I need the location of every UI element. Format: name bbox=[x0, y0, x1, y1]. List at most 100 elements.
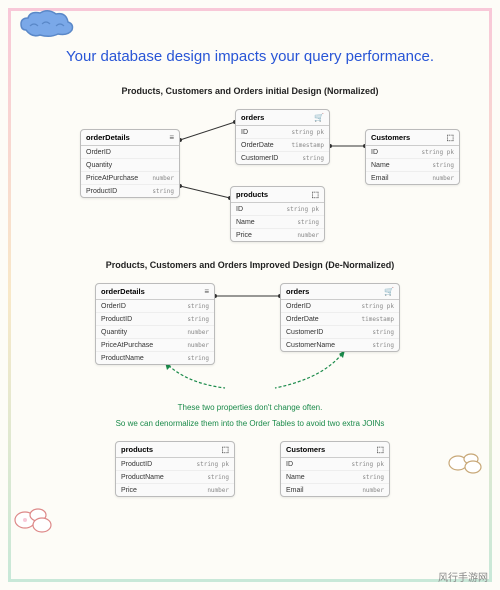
entity-header: orderDetails ≡ bbox=[81, 130, 179, 146]
entity-icon: 🛒 bbox=[314, 113, 324, 122]
note-1: These two properties don't change often. bbox=[25, 402, 475, 414]
field-name: PriceAtPurchase bbox=[86, 175, 138, 182]
entity-field-row: IDstring pk bbox=[366, 146, 459, 159]
field-name: Price bbox=[236, 232, 252, 239]
entity-field-row: ID string pk bbox=[236, 126, 329, 139]
field-type: string pk bbox=[351, 461, 384, 468]
field-name: CustomerName bbox=[286, 342, 335, 349]
field-type: string pk bbox=[291, 129, 324, 136]
entity-header: products ⬚ bbox=[116, 442, 234, 458]
field-type: number bbox=[362, 487, 384, 494]
entity-field-row: PriceAtPurchase number bbox=[81, 172, 179, 185]
entity-name: orderDetails bbox=[101, 287, 145, 296]
entity-icon: ⬚ bbox=[311, 190, 319, 199]
field-name: OrderID bbox=[101, 303, 126, 310]
entity-name: orderDetails bbox=[86, 133, 130, 142]
entity-icon: ⬚ bbox=[221, 445, 229, 454]
entity-icon: ⬚ bbox=[446, 133, 454, 142]
field-type: string bbox=[187, 355, 209, 362]
entity-icon: ⬚ bbox=[376, 445, 384, 454]
entity-orders-2: orders🛒OrderIDstring pkOrderDatetimestam… bbox=[280, 283, 400, 352]
entity-name: products bbox=[121, 445, 153, 454]
entity-field-row: Quantitynumber bbox=[96, 326, 214, 339]
field-type: number bbox=[152, 175, 174, 182]
field-name: OrderID bbox=[286, 303, 311, 310]
entity-header: orderDetails ≡ bbox=[96, 284, 214, 300]
field-name: Price bbox=[121, 487, 137, 494]
field-type: timestamp bbox=[291, 142, 324, 149]
field-name: Email bbox=[286, 487, 304, 494]
field-name: OrderDate bbox=[286, 316, 319, 323]
field-name: CustomerID bbox=[286, 329, 323, 336]
field-type: string bbox=[362, 474, 384, 481]
entity-orderdetails-2: orderDetails ≡ OrderID string ProductID strin… bbox=[95, 283, 215, 365]
field-name: Name bbox=[371, 162, 390, 169]
field-type: string bbox=[187, 303, 209, 310]
entity-name: orders bbox=[286, 287, 309, 296]
field-name: ProductID bbox=[121, 461, 152, 468]
entity-name: Customers bbox=[371, 133, 410, 142]
field-type: number bbox=[187, 342, 209, 349]
diagram-denormalized-bottom: products⬚ProductIDstring pkProductNamest… bbox=[25, 436, 475, 526]
entity-field-row: ProductNamestring bbox=[116, 471, 234, 484]
page-title: Your database design impacts your query … bbox=[0, 48, 500, 65]
field-type: string bbox=[152, 188, 174, 195]
connectors-2 bbox=[25, 278, 475, 398]
field-type: number bbox=[207, 487, 229, 494]
entity-products: products⬚IDstring pkNamestring Price numbe… bbox=[230, 186, 325, 242]
field-type: string pk bbox=[361, 303, 394, 310]
field-name: ProductName bbox=[101, 355, 144, 362]
field-name: ID bbox=[241, 129, 248, 136]
cloud-decoration-top-left bbox=[18, 8, 78, 43]
field-type: number bbox=[297, 232, 319, 239]
watermark: 风行手游网 bbox=[438, 569, 488, 584]
section1-title: Products, Customers and Orders initial D… bbox=[25, 86, 475, 96]
entity-field-row: OrderID string bbox=[96, 300, 214, 313]
field-type: string pk bbox=[196, 461, 229, 468]
entity-icon: ≡ bbox=[169, 133, 174, 142]
field-name: OrderDate bbox=[241, 142, 274, 149]
entity-customers-2: Customers ⬚ ID string pk Name string Email numb… bbox=[280, 441, 390, 497]
entity-field-row: ProductID string pk bbox=[116, 458, 234, 471]
entity-name: Customers bbox=[286, 445, 325, 454]
entity-header: orders 🛒 bbox=[281, 284, 399, 300]
field-name: ProductID bbox=[101, 316, 132, 323]
entity-field-row: CustomerNamestring bbox=[281, 339, 399, 351]
entity-orderdetails: orderDetails ≡ OrderID Quantity PriceAtPurch… bbox=[80, 129, 180, 198]
field-name: ID bbox=[236, 206, 243, 213]
field-name: Quantity bbox=[101, 329, 127, 336]
field-name: ProductID bbox=[86, 188, 117, 195]
section2-title: Products, Customers and Orders Improved … bbox=[25, 260, 475, 270]
entity-header: products⬚ bbox=[231, 187, 324, 203]
entity-field-row: Name string bbox=[281, 471, 389, 484]
entity-field-row: OrderID string pk bbox=[281, 300, 399, 313]
field-name: ProductName bbox=[121, 474, 164, 481]
entity-name: orders bbox=[241, 113, 264, 122]
entity-field-row: Namestring bbox=[366, 159, 459, 172]
field-name: Quantity bbox=[86, 162, 112, 169]
entity-field-row: Price number bbox=[231, 229, 324, 241]
entity-header: orders 🛒 bbox=[236, 110, 329, 126]
field-name: ID bbox=[286, 461, 293, 468]
entity-field-row: ProductName string bbox=[96, 352, 214, 364]
field-name: OrderID bbox=[86, 149, 111, 156]
field-name: Name bbox=[286, 474, 305, 481]
field-type: string bbox=[187, 316, 209, 323]
field-name: PriceAtPurchase bbox=[101, 342, 153, 349]
entity-field-row: ProductID string bbox=[81, 185, 179, 197]
field-name: Email bbox=[371, 175, 389, 182]
entity-field-row: IDstring pk bbox=[231, 203, 324, 216]
entity-header: Customers ⬚ bbox=[281, 442, 389, 458]
content-area: Products, Customers and Orders initial D… bbox=[25, 80, 475, 570]
entity-field-row: OrderDate timestamp bbox=[236, 139, 329, 152]
field-type: number bbox=[432, 175, 454, 182]
entity-header: Customers ⬚ bbox=[366, 130, 459, 146]
entity-icon: ≡ bbox=[204, 287, 209, 296]
field-name: ID bbox=[371, 149, 378, 156]
entity-icon: 🛒 bbox=[384, 287, 394, 296]
entity-field-row: CustomerID string bbox=[281, 326, 399, 339]
entity-field-row: Namestring bbox=[231, 216, 324, 229]
field-type: string bbox=[372, 329, 394, 336]
entity-customers: Customers ⬚ IDstring pkNamestring Email numb… bbox=[365, 129, 460, 185]
entity-field-row: PriceAtPurchase number bbox=[96, 339, 214, 352]
